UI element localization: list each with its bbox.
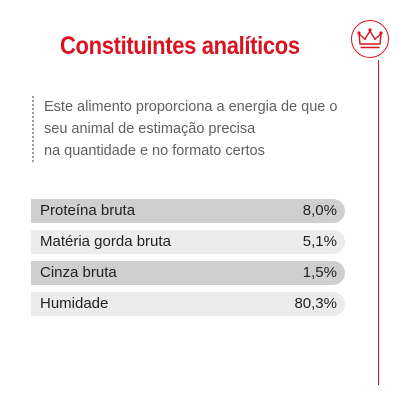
crown-icon — [357, 28, 383, 49]
constituent-label: Matéria gorda bruta — [40, 233, 171, 250]
constituent-label: Cinza bruta — [40, 264, 117, 281]
page-title: Constituintes analíticos — [60, 32, 300, 60]
constituent-value: 1,5% — [302, 264, 337, 281]
constituent-label: Proteína bruta — [40, 202, 136, 219]
constituent-value: 80,3% — [294, 295, 337, 312]
table-row: Humidade 80,3% — [31, 292, 345, 316]
brand-logo-badge — [351, 20, 389, 58]
table-row: Matéria gorda bruta 5,1% — [31, 230, 345, 254]
constituent-value: 8,0% — [302, 202, 337, 219]
description-line: seu animal de estimação precisa — [44, 121, 256, 137]
constituents-table: Proteína bruta 8,0% Matéria gorda bruta … — [31, 199, 345, 323]
constituent-label: Humidade — [40, 295, 109, 312]
description-line: na quantidade e no formato certos — [44, 143, 265, 159]
table-row: Cinza bruta 1,5% — [31, 261, 345, 285]
decorative-divider — [378, 60, 379, 385]
constituent-value: 5,1% — [302, 233, 337, 250]
table-row: Proteína bruta 8,0% — [31, 199, 345, 223]
description: Este alimento proporciona a energia de q… — [32, 96, 364, 162]
description-line: Este alimento proporciona a energia de q… — [44, 99, 338, 115]
